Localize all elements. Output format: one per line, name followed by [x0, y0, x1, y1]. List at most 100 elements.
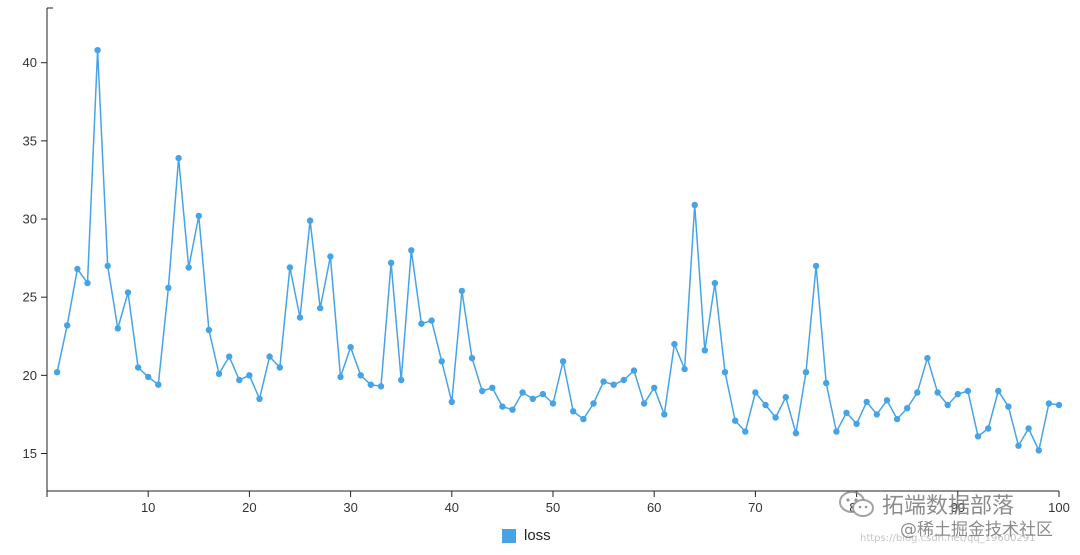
- data-point[interactable]: [286, 264, 294, 271]
- data-point[interactable]: [681, 365, 688, 373]
- data-point[interactable]: [226, 353, 233, 360]
- data-point[interactable]: [509, 406, 516, 413]
- data-point[interactable]: [377, 383, 385, 390]
- data-point[interactable]: [924, 354, 931, 362]
- data-point[interactable]: [175, 154, 182, 162]
- data-point[interactable]: [711, 279, 719, 287]
- data-point[interactable]: [53, 369, 61, 376]
- data-point[interactable]: [479, 387, 486, 395]
- data-point[interactable]: [134, 364, 142, 371]
- data-point[interactable]: [438, 358, 445, 365]
- data-point[interactable]: [347, 344, 354, 351]
- data-point[interactable]: [195, 212, 202, 220]
- data-point[interactable]: [995, 387, 1002, 395]
- data-point[interactable]: [165, 284, 172, 291]
- data-point[interactable]: [529, 395, 536, 402]
- data-point[interactable]: [742, 428, 749, 435]
- data-point[interactable]: [873, 411, 880, 418]
- data-point[interactable]: [620, 376, 627, 384]
- data-point[interactable]: [519, 389, 526, 396]
- data-point[interactable]: [357, 372, 364, 379]
- data-point[interactable]: [1025, 425, 1032, 432]
- data-point[interactable]: [418, 320, 425, 327]
- data-point[interactable]: [974, 433, 982, 440]
- legend[interactable]: loss: [502, 527, 551, 544]
- data-point[interactable]: [428, 317, 435, 324]
- data-point[interactable]: [114, 325, 122, 332]
- data-point[interactable]: [458, 287, 466, 295]
- data-point[interactable]: [549, 400, 557, 407]
- data-point[interactable]: [833, 428, 840, 435]
- data-point[interactable]: [954, 390, 961, 398]
- data-point[interactable]: [671, 340, 678, 348]
- data-point[interactable]: [752, 389, 759, 396]
- data-point[interactable]: [944, 401, 951, 409]
- data-point[interactable]: [448, 398, 455, 406]
- data-point[interactable]: [489, 384, 496, 391]
- data-point[interactable]: [317, 304, 324, 312]
- data-point[interactable]: [762, 401, 769, 409]
- data-point[interactable]: [802, 369, 810, 376]
- data-point[interactable]: [559, 358, 567, 365]
- data-point[interactable]: [266, 353, 273, 360]
- data-point[interactable]: [1005, 403, 1012, 410]
- data-point[interactable]: [732, 417, 739, 424]
- data-point[interactable]: [640, 400, 648, 407]
- data-point[interactable]: [934, 389, 941, 396]
- data-point[interactable]: [570, 408, 577, 415]
- data-point[interactable]: [812, 262, 820, 270]
- data-point[interactable]: [63, 322, 71, 329]
- data-point[interactable]: [74, 265, 81, 273]
- data-point[interactable]: [246, 372, 253, 379]
- data-point[interactable]: [215, 370, 223, 377]
- data-point[interactable]: [580, 415, 587, 423]
- data-point[interactable]: [1055, 401, 1063, 409]
- data-point[interactable]: [914, 389, 921, 396]
- data-point[interactable]: [104, 262, 111, 270]
- data-point[interactable]: [337, 373, 344, 381]
- data-point[interactable]: [610, 381, 617, 388]
- data-point[interactable]: [145, 373, 152, 381]
- data-point[interactable]: [853, 420, 860, 427]
- data-point[interactable]: [236, 376, 243, 384]
- data-point[interactable]: [823, 379, 830, 387]
- data-point[interactable]: [883, 397, 891, 404]
- data-point[interactable]: [327, 253, 334, 260]
- data-point[interactable]: [124, 289, 132, 296]
- data-point[interactable]: [661, 411, 668, 418]
- data-point[interactable]: [155, 381, 162, 388]
- data-point[interactable]: [84, 279, 91, 287]
- data-point[interactable]: [539, 390, 547, 398]
- data-point[interactable]: [306, 217, 314, 224]
- data-point[interactable]: [590, 400, 597, 407]
- data-point[interactable]: [893, 415, 901, 423]
- data-point[interactable]: [651, 384, 658, 391]
- data-point[interactable]: [296, 314, 304, 321]
- data-point[interactable]: [499, 403, 506, 410]
- data-point[interactable]: [904, 405, 911, 412]
- data-point[interactable]: [701, 347, 708, 354]
- data-point[interactable]: [408, 247, 415, 254]
- data-point[interactable]: [600, 378, 607, 385]
- data-point[interactable]: [387, 259, 395, 266]
- data-point[interactable]: [94, 47, 101, 54]
- data-point[interactable]: [1035, 447, 1043, 454]
- data-point[interactable]: [1045, 400, 1053, 407]
- data-point[interactable]: [691, 201, 698, 209]
- data-point[interactable]: [367, 381, 374, 388]
- data-point[interactable]: [185, 264, 192, 271]
- data-point[interactable]: [792, 430, 800, 437]
- data-point[interactable]: [721, 369, 729, 376]
- data-point[interactable]: [256, 395, 263, 402]
- data-point[interactable]: [863, 398, 870, 406]
- data-point[interactable]: [630, 367, 638, 374]
- data-point[interactable]: [276, 364, 283, 371]
- data-point[interactable]: [205, 326, 213, 334]
- data-point[interactable]: [843, 409, 850, 416]
- data-point[interactable]: [964, 387, 972, 395]
- data-point[interactable]: [398, 376, 405, 384]
- data-point[interactable]: [985, 425, 992, 432]
- data-point[interactable]: [772, 414, 779, 421]
- data-point[interactable]: [1015, 442, 1022, 449]
- data-point[interactable]: [468, 354, 476, 362]
